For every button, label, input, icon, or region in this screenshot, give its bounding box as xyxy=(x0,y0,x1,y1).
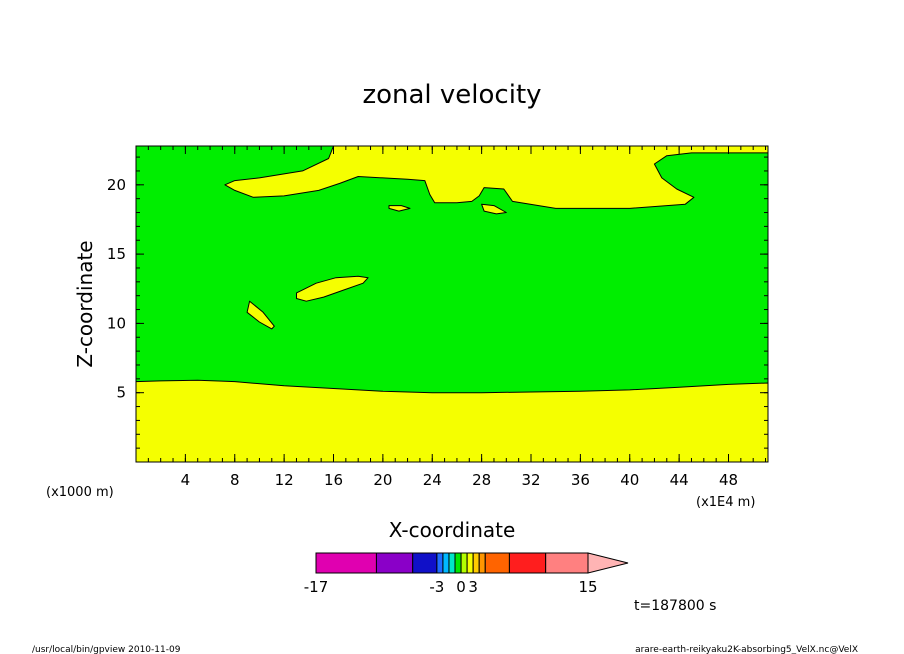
footer-right: arare-earth-reikyaku2K-absorbing5_VelX.n… xyxy=(635,645,858,654)
y-axis-label: Z-coordinate xyxy=(73,240,97,367)
colorbar-segment-9 xyxy=(466,552,474,574)
colorbar-segment-4 xyxy=(436,552,444,574)
colorbar-segment-12 xyxy=(484,552,510,574)
colorbar-label: -17 xyxy=(304,578,329,596)
colorbar-overflow-arrow xyxy=(587,552,629,574)
colorbar-segment-11 xyxy=(478,552,486,574)
y-tick-label: 5 xyxy=(116,384,126,402)
x-tick-label: 32 xyxy=(521,471,540,489)
contour-region-4 xyxy=(246,300,275,330)
x-tick-label: 44 xyxy=(670,471,689,489)
x-tick-label: 28 xyxy=(472,471,491,489)
chart-title: zonal velocity xyxy=(362,80,541,110)
y-tick-label: 10 xyxy=(107,314,126,332)
contour-region-1 xyxy=(135,379,769,463)
colorbar-segment-14 xyxy=(545,552,589,574)
colorbar-label: 15 xyxy=(578,578,597,596)
colorbar-segment-8 xyxy=(460,552,468,574)
contour-region-3 xyxy=(296,275,369,302)
x-tick-label: 8 xyxy=(230,471,240,489)
colorbar: -17 -3 0 3 15 xyxy=(304,552,629,596)
x-tick-label: 40 xyxy=(620,471,639,489)
x-axis-unit: (x1E4 m) xyxy=(696,495,755,510)
x-tick-label: 24 xyxy=(423,471,442,489)
x-tick-label: 48 xyxy=(719,471,738,489)
colorbar-segment-1 xyxy=(315,552,377,574)
colorbar-segment-7 xyxy=(454,552,462,574)
colorbar-segment-10 xyxy=(472,552,480,574)
colorbar-segment-6 xyxy=(448,552,456,574)
footer-left: /usr/local/bin/gpview 2010-11-09 xyxy=(32,645,181,654)
x-tick-label: 20 xyxy=(373,471,392,489)
colorbar-label: 0 xyxy=(456,578,466,596)
x-tick-label: 36 xyxy=(571,471,590,489)
y-tick-label: 15 xyxy=(107,245,126,263)
x-tick-label: 12 xyxy=(275,471,294,489)
colorbar-label: 3 xyxy=(468,578,478,596)
contour-region-5 xyxy=(388,205,411,212)
y-tick-label: 20 xyxy=(107,176,126,194)
colorbar-segment-5 xyxy=(442,552,450,574)
colorbar-segment-2 xyxy=(375,552,414,574)
contour-region-6 xyxy=(481,203,507,215)
x-tick-label: 4 xyxy=(181,471,191,489)
colorbar-segment-3 xyxy=(412,552,438,574)
time-label: t=187800 s xyxy=(634,598,716,614)
contour-region-2 xyxy=(224,145,769,209)
x-axis-label: X-coordinate xyxy=(389,518,516,542)
y-axis-unit: (x1000 m) xyxy=(46,485,114,500)
colorbar-label: -3 xyxy=(429,578,444,596)
x-tick-label: 16 xyxy=(324,471,343,489)
contour-regions xyxy=(135,145,769,463)
plot-frame xyxy=(135,145,769,463)
colorbar-segment-13 xyxy=(508,552,547,574)
